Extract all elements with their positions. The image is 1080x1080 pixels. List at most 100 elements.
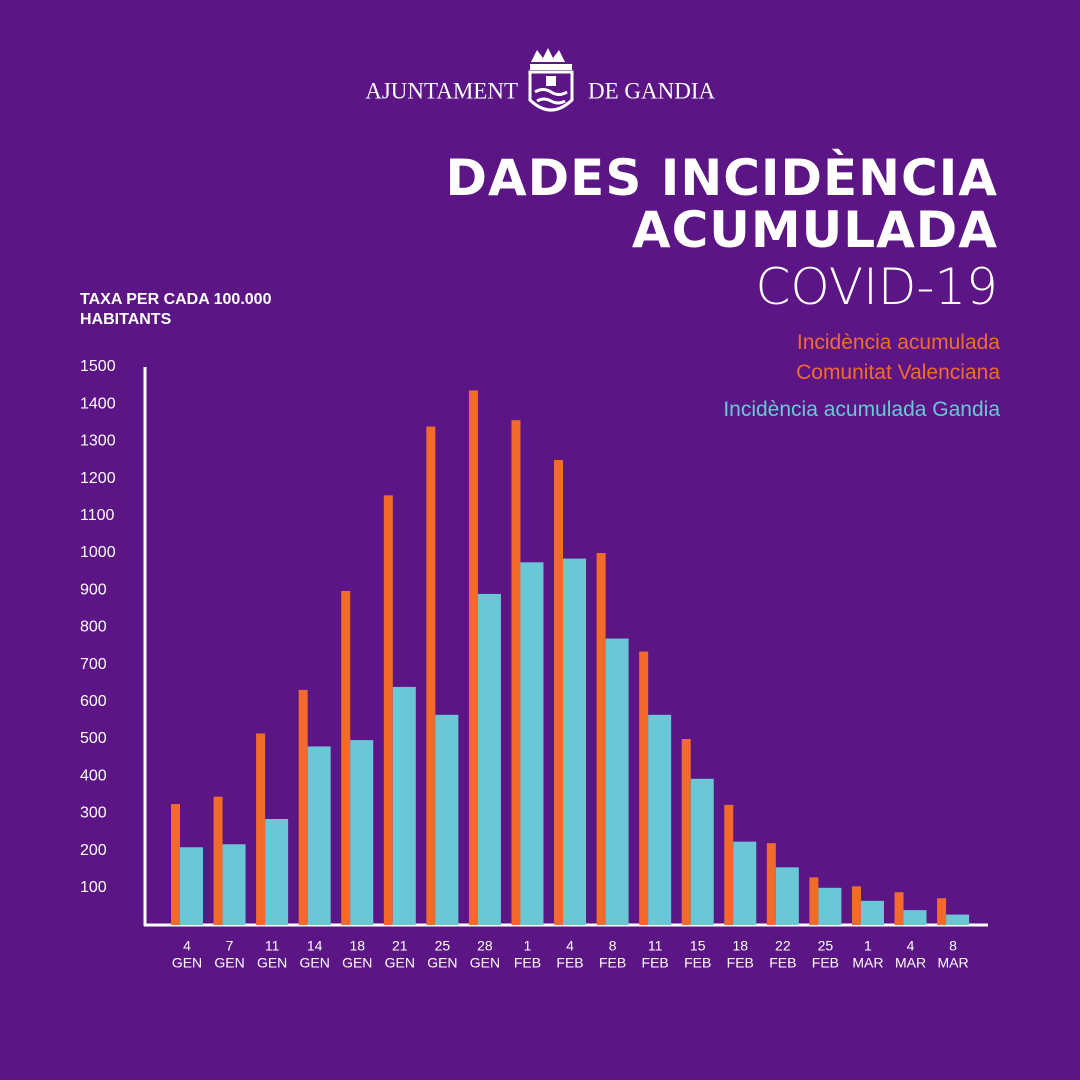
x-tick-label: GEN	[214, 955, 244, 971]
bar	[307, 746, 331, 925]
bar	[511, 420, 521, 925]
x-tick-label: FEB	[727, 955, 754, 971]
bar	[171, 804, 180, 925]
y-tick-label: 1500	[80, 358, 116, 375]
x-tick-label: 4	[183, 938, 191, 954]
chart-subtitle: COVID-19	[755, 258, 998, 316]
x-tick-label: 25	[435, 938, 451, 954]
x-tick-label: FEB	[599, 955, 626, 971]
y-tick-label: 900	[80, 581, 107, 598]
x-tick-label: FEB	[556, 955, 583, 971]
bar	[435, 714, 459, 925]
x-tick-label: 18	[349, 938, 365, 954]
x-tick-label: 14	[307, 938, 323, 954]
bar	[946, 914, 970, 925]
header-right: DE GANDIA	[588, 78, 716, 103]
bar	[298, 689, 308, 925]
bar	[392, 686, 416, 925]
bar	[724, 804, 734, 925]
bar	[937, 898, 947, 925]
y-tick-label: 700	[80, 656, 107, 673]
y-tick-label: 1200	[80, 470, 116, 487]
bar	[809, 877, 819, 925]
bar	[477, 593, 501, 925]
x-tick-label: FEB	[642, 955, 669, 971]
bar	[775, 867, 799, 925]
x-tick-label: GEN	[257, 955, 287, 971]
bar	[256, 733, 266, 925]
bar	[180, 847, 203, 925]
x-tick-label: GEN	[385, 955, 415, 971]
x-tick-label: MAR	[895, 955, 926, 971]
bar	[563, 558, 587, 925]
bar	[426, 426, 436, 925]
bar	[681, 739, 691, 925]
bar	[903, 910, 927, 925]
x-tick-label: 7	[226, 938, 234, 954]
bar	[222, 844, 246, 925]
bar	[648, 714, 672, 925]
legend-entry: Incidència acumulada Gandia	[723, 398, 1000, 421]
x-tick-label: MAR	[852, 955, 883, 971]
x-tick-label: FEB	[812, 955, 839, 971]
y-tick-label: 1300	[80, 433, 116, 450]
bar	[554, 460, 564, 925]
y-tick-label: 1000	[80, 544, 116, 561]
y-tick-label: 800	[80, 619, 107, 636]
x-tick-label: 22	[775, 938, 791, 954]
y-tick-label: 500	[80, 730, 107, 747]
bar	[213, 796, 223, 925]
x-tick-label: 8	[609, 938, 617, 954]
x-tick-label: FEB	[514, 955, 541, 971]
bar	[468, 390, 478, 925]
y-tick-label: 1400	[80, 395, 116, 412]
bar	[818, 887, 842, 925]
bar	[639, 651, 649, 925]
x-tick-label: GEN	[172, 955, 202, 971]
x-tick-label: FEB	[684, 955, 711, 971]
x-tick-label: 4	[907, 938, 915, 954]
x-tick-label: 4	[566, 938, 574, 954]
bar	[733, 841, 757, 925]
bar	[341, 590, 351, 925]
x-tick-label: GEN	[300, 955, 330, 971]
x-tick-label: 15	[690, 938, 706, 954]
header-left: AJUNTAMENT	[365, 78, 518, 103]
x-tick-label: 11	[265, 938, 280, 954]
x-tick-label: 8	[949, 938, 957, 954]
legend-entry: Incidència acumulada Comunitat Valencian…	[796, 331, 1000, 384]
y-tick-label: 600	[80, 693, 107, 710]
x-tick-label: FEB	[769, 955, 796, 971]
bar	[894, 892, 904, 925]
y-tick-label: 100	[80, 879, 107, 896]
x-tick-label: 21	[392, 938, 408, 954]
bar	[605, 638, 629, 925]
bar	[383, 495, 393, 925]
chart-title: DADES INCIDÈNCIA ACUMULADA	[445, 149, 998, 259]
bar	[851, 886, 861, 925]
bar	[690, 778, 714, 925]
x-tick-label: 28	[477, 938, 493, 954]
bar	[265, 818, 289, 925]
bar	[766, 843, 776, 925]
bar	[520, 562, 544, 925]
x-tick-label: 25	[818, 938, 834, 954]
x-tick-label: MAR	[938, 955, 969, 971]
bar	[350, 740, 374, 925]
x-tick-label: 1	[524, 938, 532, 954]
x-tick-label: GEN	[342, 955, 372, 971]
x-tick-label: GEN	[427, 955, 457, 971]
x-tick-label: 18	[732, 938, 748, 954]
y-tick-label: 400	[80, 767, 107, 784]
bar	[596, 553, 606, 925]
y-tick-label: 300	[80, 805, 107, 822]
y-tick-label: 200	[80, 842, 107, 859]
x-tick-label: GEN	[470, 955, 500, 971]
y-axis-label: TAXA PER CADA 100.000 HABITANTS	[80, 291, 272, 328]
logo	[528, 48, 574, 112]
y-tick-label: 1100	[80, 507, 115, 524]
x-tick-label: 11	[648, 938, 663, 954]
bar	[860, 900, 884, 925]
